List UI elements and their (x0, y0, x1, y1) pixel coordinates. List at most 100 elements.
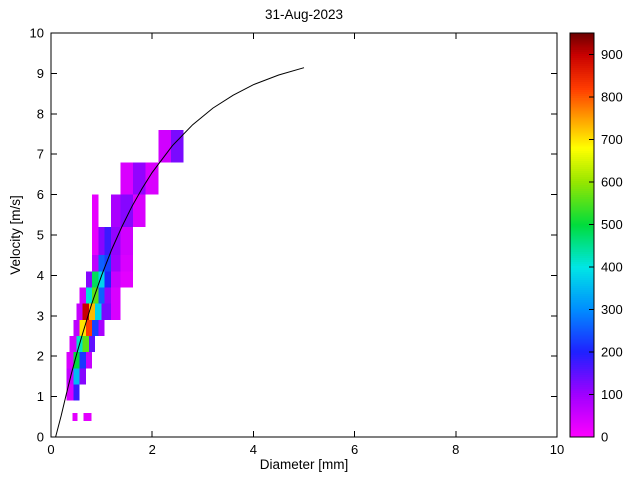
colorbar-gradient (570, 210, 594, 214)
colorbar-gradient (570, 47, 594, 50)
y-tick-label: 10 (30, 26, 44, 41)
colorbar-gradient (570, 299, 594, 303)
colorbar-gradient (570, 285, 594, 289)
colorbar-gradient (570, 184, 594, 188)
colorbar-gradient (570, 390, 594, 394)
colorbar-gradient (570, 283, 594, 287)
colorbar-tick-label: 100 (601, 387, 623, 402)
colorbar-gradient (570, 206, 594, 210)
heatmap-cell (88, 336, 96, 353)
colorbar-gradient (570, 426, 594, 430)
colorbar-gradient (570, 79, 594, 83)
colorbar-gradient (570, 331, 594, 335)
colorbar-gradient (570, 418, 594, 422)
colorbar-gradient (570, 222, 594, 226)
colorbar-gradient (570, 356, 594, 359)
colorbar-gradient (570, 259, 594, 262)
colorbar-gradient (570, 396, 594, 400)
colorbar-gradient (570, 261, 594, 264)
heatmap-cell (91, 287, 99, 304)
heatmap-cell (101, 303, 112, 320)
colorbar-gradient (570, 45, 594, 48)
heatmap-cell (72, 412, 78, 421)
colorbar-gradient (570, 138, 594, 141)
colorbar-gradient (570, 245, 594, 248)
colorbar-gradient (570, 410, 594, 414)
colorbar-gradient (570, 119, 594, 123)
y-tick-label: 8 (37, 106, 44, 121)
heatmap-cell (120, 194, 133, 227)
colorbar-gradient (570, 432, 594, 436)
heatmap-cell (85, 287, 92, 304)
colorbar-gradient (570, 319, 594, 323)
colorbar-gradient (570, 121, 594, 125)
colorbar-gradient (570, 434, 594, 438)
colorbar-gradient (570, 315, 594, 319)
colorbar-gradient (570, 91, 594, 95)
colorbar-gradient (570, 416, 594, 420)
colorbar-gradient (570, 150, 594, 153)
colorbar-gradient (570, 95, 594, 99)
y-tick-label: 1 (37, 389, 44, 404)
colorbar-gradient (570, 71, 594, 74)
colorbar-gradient (570, 154, 594, 157)
colorbar-gradient (570, 366, 594, 369)
heatmap-cell (82, 303, 89, 320)
colorbar-gradient (570, 269, 594, 272)
colorbar-gradient (570, 55, 594, 58)
colorbar-gradient (570, 73, 594, 77)
heatmap-cell (79, 368, 86, 385)
colorbar-gradient (570, 348, 594, 351)
colorbar-gradient (570, 43, 594, 46)
colorbar-gradient (570, 287, 594, 291)
colorbar-gradient (570, 226, 594, 230)
heatmap-cell (79, 287, 86, 304)
colorbar-gradient (570, 67, 594, 70)
heatmap-cell (145, 162, 159, 195)
y-tick-label: 7 (37, 147, 44, 162)
heatmap-cell (95, 303, 102, 320)
colorbar-gradient (570, 392, 594, 396)
colorbar-gradient (570, 301, 594, 305)
colorbar-tick-label: 0 (601, 430, 608, 445)
heatmap-cell (66, 352, 74, 369)
colorbar-gradient (570, 281, 594, 285)
colorbar-gradient (570, 384, 594, 388)
colorbar-gradient (570, 352, 594, 355)
heatmap-cell (79, 319, 86, 336)
colorbar-gradient (570, 394, 594, 398)
colorbar-gradient (570, 251, 594, 254)
colorbar-gradient (570, 178, 594, 182)
colorbar-gradient (570, 127, 594, 131)
colorbar-gradient (570, 77, 594, 81)
colorbar-gradient (570, 97, 594, 101)
heatmap-cell (111, 287, 121, 304)
colorbar-gradient (570, 148, 594, 151)
colorbar-tick-label: 200 (601, 344, 623, 359)
heatmap-cell (111, 271, 121, 288)
colorbar-gradient (570, 49, 594, 52)
colorbar-gradient (570, 81, 594, 85)
colorbar-gradient (570, 235, 594, 238)
heatmap-cell (98, 287, 105, 304)
colorbar-gradient (570, 89, 594, 93)
colorbar-gradient (570, 182, 594, 186)
colorbar-gradient (570, 166, 594, 169)
colorbar-gradient (570, 340, 594, 343)
colorbar-gradient (570, 99, 594, 103)
colorbar-gradient (570, 358, 594, 361)
colorbar-gradient (570, 412, 594, 416)
colorbar-gradient (570, 230, 594, 234)
colorbar-gradient (570, 196, 594, 200)
colorbar-gradient (570, 61, 594, 64)
colorbar-gradient (570, 216, 594, 220)
colorbar-gradient (570, 297, 594, 301)
colorbar-gradient (570, 327, 594, 331)
heatmap-cell (158, 129, 171, 163)
y-tick-label: 0 (37, 430, 44, 445)
colorbar-gradient (570, 212, 594, 216)
colorbar-gradient (570, 378, 594, 382)
colorbar-gradient (570, 65, 594, 68)
colorbar-gradient (570, 200, 594, 204)
